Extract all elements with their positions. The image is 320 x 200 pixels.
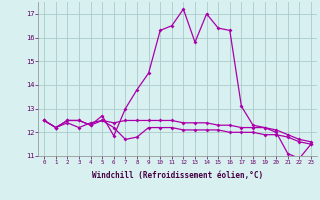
X-axis label: Windchill (Refroidissement éolien,°C): Windchill (Refroidissement éolien,°C) xyxy=(92,171,263,180)
